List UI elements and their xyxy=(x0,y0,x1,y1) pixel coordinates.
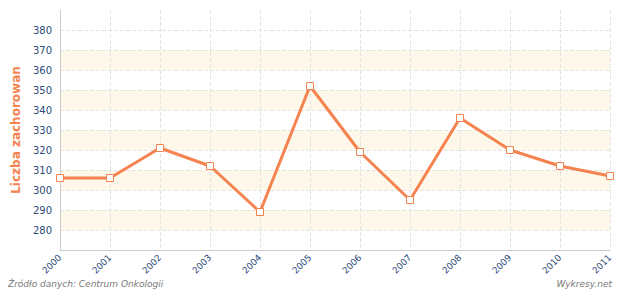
svg-text:300: 300 xyxy=(33,185,52,196)
svg-text:2008: 2008 xyxy=(440,252,463,275)
svg-text:2006: 2006 xyxy=(340,252,363,275)
svg-text:2010: 2010 xyxy=(540,252,563,275)
svg-text:310: 310 xyxy=(33,165,52,176)
svg-text:330: 330 xyxy=(33,125,52,136)
svg-text:Wykresy.net: Wykresy.net xyxy=(556,279,612,289)
svg-text:370: 370 xyxy=(33,45,52,56)
svg-text:2004: 2004 xyxy=(240,252,263,275)
svg-text:2009: 2009 xyxy=(490,252,513,275)
svg-text:350: 350 xyxy=(33,85,52,96)
svg-text:Źródło danych: Centrum Onkolog: Źródło danych: Centrum Onkologii xyxy=(7,278,164,289)
svg-text:360: 360 xyxy=(33,65,52,76)
svg-text:290: 290 xyxy=(33,205,52,216)
svg-text:380: 380 xyxy=(33,25,52,36)
svg-text:2005: 2005 xyxy=(290,252,313,275)
svg-text:Liczba zachorowan: Liczba zachorowan xyxy=(9,66,23,194)
svg-text:2007: 2007 xyxy=(390,252,413,275)
svg-text:2003: 2003 xyxy=(190,252,213,275)
svg-text:2000: 2000 xyxy=(40,252,63,275)
svg-text:320: 320 xyxy=(33,145,52,156)
svg-text:280: 280 xyxy=(33,225,52,236)
svg-text:2011: 2011 xyxy=(590,252,613,275)
svg-text:2002: 2002 xyxy=(140,252,163,275)
svg-text:2001: 2001 xyxy=(90,252,113,275)
svg-text:340: 340 xyxy=(33,105,52,116)
